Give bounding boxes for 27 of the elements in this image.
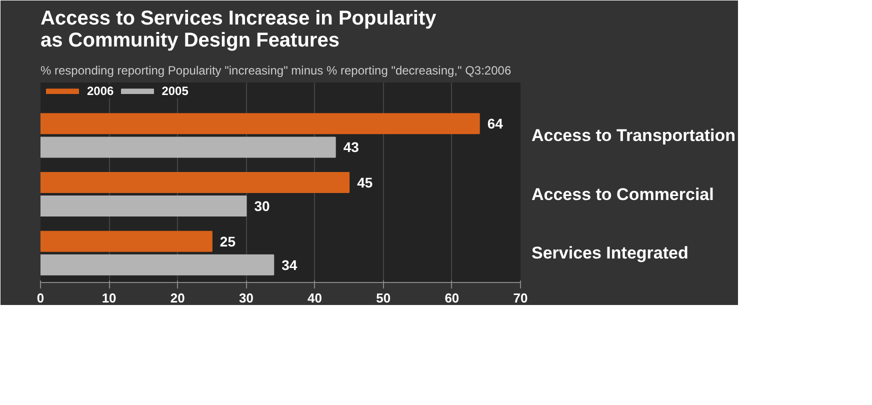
data-label: 34 [282,256,298,273]
bar [40,113,480,134]
data-label: 43 [343,139,360,156]
bar [40,136,336,158]
x-tick-label: 50 [376,290,391,306]
chart-subtitle: % responding reporting Popularity "increasing" minus % reporting "decreasing," Q3:2006 [40,64,512,78]
bar [40,230,212,252]
chart-title: Access to Services Increase in Popularity as Community Design Features [40,8,438,52]
data-label: 64 [487,116,504,132]
legend-label: 2005 [162,84,188,98]
bar [40,254,274,276]
x-tick-label: 60 [444,290,460,306]
bar [40,196,247,217]
x-tick-label: 30 [238,290,254,306]
data-label: 45 [357,174,373,190]
bar [40,172,350,193]
y-tick-label: Access to Commercial [532,184,714,204]
y-tick-label: Services Integrated [532,244,688,263]
x-tick-label: 70 [513,290,528,306]
y-tick-label: Access to Transportation [532,126,736,145]
data-label: 30 [254,198,270,214]
x-tick-label: 10 [102,290,116,306]
x-tick-label: 40 [308,290,322,306]
x-tick-label: 0 [36,290,44,306]
legend-label: 2006 [87,84,114,98]
data-label: 25 [220,233,236,250]
x-tick-label: 20 [170,290,185,306]
